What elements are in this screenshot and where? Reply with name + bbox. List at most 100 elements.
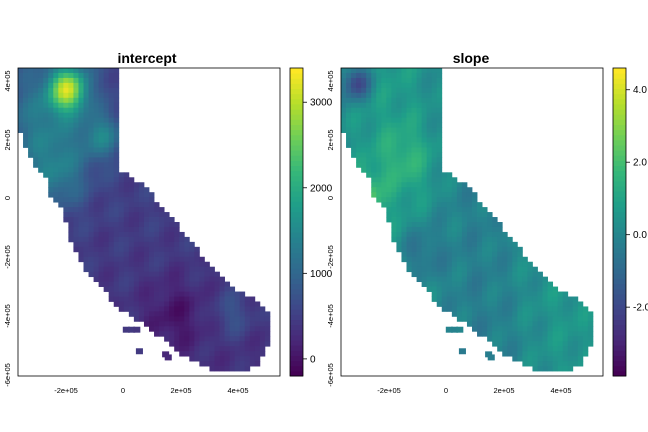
slope-raster-cell bbox=[396, 162, 402, 168]
slope-raster-cell bbox=[466, 222, 473, 228]
slope-raster-cell bbox=[456, 222, 463, 228]
slope-raster-cell bbox=[527, 351, 533, 357]
slope-raster-cell bbox=[482, 251, 488, 258]
slope-raster-cell bbox=[416, 72, 423, 79]
slope-raster-cell bbox=[436, 286, 443, 292]
slope-raster-cell bbox=[552, 321, 559, 327]
slope-raster-cell bbox=[411, 192, 417, 198]
slope-raster-cell bbox=[436, 276, 443, 283]
intercept-raster-cell bbox=[53, 112, 59, 119]
intercept-raster-cell bbox=[214, 301, 220, 307]
slope-raster-cell bbox=[446, 271, 453, 278]
slope-raster-cell bbox=[421, 117, 428, 124]
intercept-raster-cell bbox=[68, 142, 74, 148]
slope-raster-cell bbox=[507, 276, 513, 283]
slope-raster-cell bbox=[391, 107, 397, 114]
intercept-raster-cell bbox=[179, 306, 185, 312]
slope-raster-cell bbox=[436, 167, 443, 173]
slope-raster-cell bbox=[461, 187, 468, 193]
intercept-raster-cell bbox=[93, 226, 100, 233]
slope-raster-cell bbox=[492, 321, 498, 327]
slope-raster-cell bbox=[542, 336, 548, 342]
slope-raster-cell bbox=[401, 251, 407, 258]
intercept-raster-cell bbox=[209, 361, 215, 367]
intercept-raster-cell bbox=[128, 271, 135, 278]
intercept-raster-cell bbox=[254, 341, 261, 347]
intercept-raster-cell bbox=[143, 222, 150, 228]
intercept-raster-cell bbox=[73, 222, 79, 228]
slope-raster-cell bbox=[391, 167, 397, 173]
intercept-raster-cell bbox=[68, 167, 74, 173]
slope-raster-cell bbox=[441, 226, 448, 233]
intercept-raster-cell bbox=[128, 251, 135, 258]
slope-raster-cell bbox=[381, 72, 387, 79]
intercept-raster-cell bbox=[108, 157, 115, 163]
intercept-raster-cell bbox=[214, 351, 220, 357]
slope-raster-cell bbox=[396, 246, 402, 253]
slope-raster-cell bbox=[426, 236, 433, 243]
intercept-raster-cell bbox=[174, 291, 180, 297]
slope-raster-cell bbox=[557, 361, 564, 367]
slope-title: slope bbox=[453, 50, 490, 66]
intercept-raster-cell bbox=[103, 142, 110, 148]
intercept-raster-cell bbox=[118, 177, 125, 183]
intercept-raster-cell bbox=[113, 187, 120, 193]
intercept-raster-cell bbox=[113, 192, 120, 198]
slope-raster-cell bbox=[456, 281, 463, 287]
intercept-raster-cell bbox=[204, 306, 210, 312]
slope-raster-cell bbox=[472, 197, 478, 203]
slope-raster-cell bbox=[547, 306, 554, 312]
slope-raster-cell bbox=[386, 172, 392, 178]
slope-raster-cell bbox=[532, 271, 538, 278]
intercept-raster-cell bbox=[103, 212, 110, 218]
intercept-raster-cell bbox=[199, 301, 205, 307]
intercept-raster-cell bbox=[78, 182, 84, 188]
intercept-raster-cell bbox=[244, 326, 251, 332]
intercept-raster-cell bbox=[143, 286, 150, 292]
intercept-raster-cell bbox=[23, 107, 29, 114]
slope-raster-cell bbox=[582, 321, 589, 327]
intercept-raster-cell bbox=[83, 256, 89, 263]
slope-raster-cell bbox=[431, 276, 438, 283]
intercept-raster-cell bbox=[154, 226, 160, 233]
slope-raster-cell bbox=[411, 82, 417, 89]
slope-raster-cell bbox=[436, 301, 443, 307]
slope-raster-cell bbox=[416, 256, 423, 263]
slope-raster-cell bbox=[446, 172, 453, 178]
intercept-raster-cell bbox=[88, 162, 94, 168]
slope-raster-cell bbox=[436, 266, 443, 273]
slope-raster-cell bbox=[366, 77, 372, 84]
slope-colorbar-swatch bbox=[613, 257, 626, 264]
slope-raster-cell bbox=[341, 112, 347, 119]
intercept-raster-cell bbox=[98, 167, 105, 173]
slope-raster-cell bbox=[436, 217, 443, 223]
intercept-raster-cell bbox=[63, 102, 69, 109]
slope-raster-cell bbox=[346, 132, 352, 138]
slope-raster-cell bbox=[572, 331, 579, 337]
intercept-raster-cell bbox=[28, 127, 34, 133]
slope-raster-cell bbox=[431, 97, 438, 104]
intercept-raster-cell bbox=[154, 291, 160, 297]
slope-raster-cell bbox=[446, 217, 453, 223]
slope-raster-cell bbox=[361, 137, 367, 143]
intercept-raster-cell bbox=[23, 77, 29, 84]
slope-raster-cell bbox=[482, 331, 488, 337]
intercept-raster-cell bbox=[174, 296, 180, 302]
slope-raster-cell bbox=[502, 316, 508, 322]
intercept-raster-cell bbox=[169, 236, 175, 243]
intercept-raster-cell bbox=[28, 87, 34, 94]
slope-raster-cell bbox=[567, 331, 574, 337]
intercept-raster-cell bbox=[83, 192, 89, 198]
intercept-raster-cell bbox=[204, 356, 210, 362]
slope-raster-cell bbox=[376, 147, 382, 153]
slope-raster-cell bbox=[542, 331, 548, 337]
slope-raster-cell bbox=[557, 336, 564, 342]
intercept-raster-cell bbox=[189, 356, 195, 362]
slope-raster-cell bbox=[557, 341, 564, 347]
slope-raster-cell bbox=[461, 241, 468, 248]
intercept-raster-cell bbox=[108, 132, 115, 138]
slope-raster-cell bbox=[562, 361, 569, 367]
intercept-raster-cell bbox=[33, 112, 39, 119]
slope-raster-cell bbox=[386, 82, 392, 89]
intercept-raster-cell bbox=[179, 231, 185, 238]
